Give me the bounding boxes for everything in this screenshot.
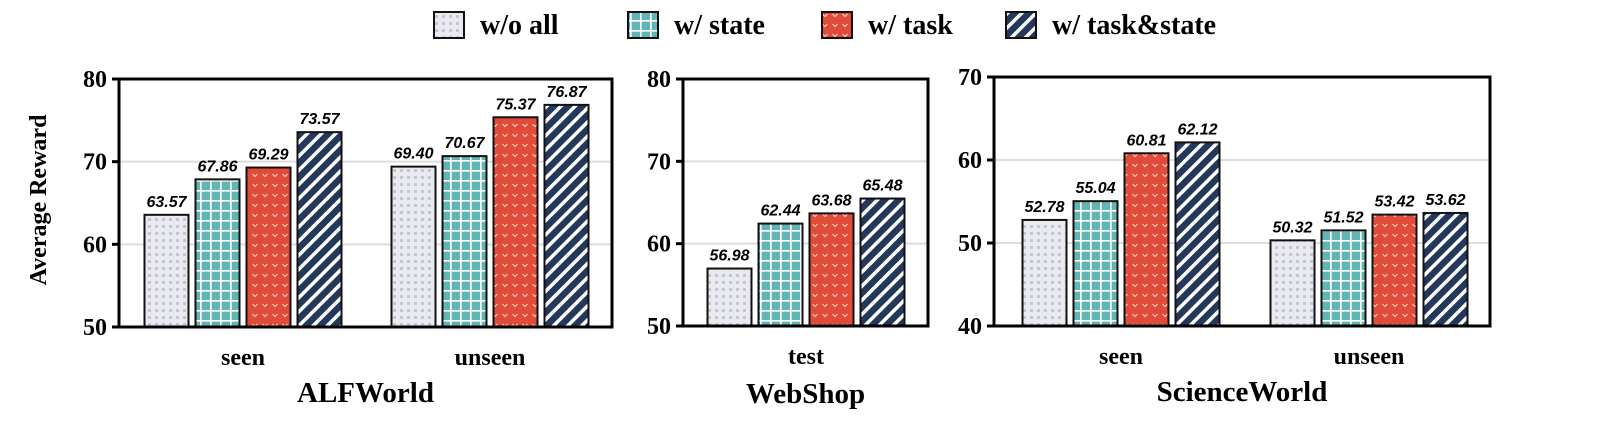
bar-unseen-w-state [1320, 229, 1367, 327]
y-tick-label: 70 [647, 149, 671, 175]
y-axis-label: Average Reward [26, 114, 52, 285]
panel-scienceworld: 40 50 60 70 52.78 55.04 60.81 62.12 seen 50.32 51.… [958, 65, 1492, 408]
data-label-seen-w-task-state: 73.57 [299, 111, 340, 128]
data-label-unseen-w-task: 53.42 [1374, 194, 1414, 211]
plot-frame [681, 77, 930, 328]
x-category-label-test: test [788, 344, 824, 370]
data-label-seen-w-task: 69.29 [248, 147, 288, 164]
bar-unseen-w-o-all [1269, 239, 1316, 327]
data-label-unseen-w-task-state: 53.62 [1425, 192, 1465, 209]
y-tick-label: 50 [647, 314, 671, 340]
bar-unseen-w-task-state [543, 103, 590, 328]
data-label-seen-w-task: 60.81 [1126, 132, 1166, 149]
plot-frame [992, 75, 1492, 328]
y-tick-label: 80 [83, 67, 107, 93]
panel-title: ALFWorld [297, 377, 434, 409]
bar-test-w-task-state [859, 197, 906, 328]
panel-alfworld: 50 60 70 80 63.57 67.86 69.29 73.57 seen 69.40 70.… [83, 67, 614, 409]
data-label-test-w-task-state: 65.48 [862, 178, 902, 195]
y-tick-label: 50 [83, 315, 107, 341]
data-label-unseen-w-task: 75.37 [495, 96, 536, 113]
chart-panels: 50 60 70 80 63.57 67.86 69.29 73.57 seen 69.40 70.… [83, 65, 1492, 410]
x-category-label-unseen: unseen [455, 345, 526, 371]
data-label-seen-w-state: 67.86 [197, 158, 237, 175]
legend-swatch-w-task [821, 11, 853, 39]
data-label-unseen-w-state: 51.52 [1323, 209, 1363, 226]
legend-label-w-task-state: w/ task&state [1052, 10, 1216, 41]
data-label-unseen-w-o-all: 69.40 [393, 146, 433, 163]
y-tick-label: 60 [958, 148, 982, 174]
y-tick-label: 40 [958, 314, 982, 340]
bar-seen-w-state [194, 178, 241, 328]
legend-swatch-w-state [627, 11, 659, 39]
y-tick-label: 60 [647, 232, 671, 258]
bar-unseen-w-task-state [1422, 211, 1469, 327]
bar-unseen-w-state [441, 155, 488, 328]
panel-title: WebShop [746, 378, 865, 410]
data-label-test-w-task: 63.68 [811, 192, 851, 209]
data-label-test-w-o-all: 56.98 [709, 248, 749, 265]
panel-title: ScienceWorld [1157, 376, 1328, 408]
x-category-label-seen: seen [221, 345, 265, 371]
y-tick-label: 70 [83, 150, 107, 176]
y-tick-label: 50 [958, 231, 982, 257]
legend: w/o all w/ state w/ task w/ task&state [433, 10, 1216, 41]
bar-test-w-task [808, 212, 855, 327]
data-label-unseen-w-o-all: 50.32 [1272, 219, 1312, 236]
data-label-seen-w-o-all: 63.57 [146, 194, 187, 211]
y-tick-label: 80 [647, 67, 671, 93]
bar-test-w-state [757, 222, 804, 327]
bar-seen-w-task [245, 166, 292, 328]
legend-label-w-state: w/ state [674, 10, 765, 41]
x-category-label-unseen: unseen [1334, 344, 1405, 370]
data-label-test-w-state: 62.44 [760, 203, 800, 220]
data-label-unseen-w-state: 70.67 [444, 135, 485, 152]
y-tick-label: 60 [83, 232, 107, 258]
x-category-label-seen: seen [1099, 344, 1143, 370]
bar-seen-w-task [1123, 152, 1170, 327]
legend-swatch-w-task-state [1005, 11, 1037, 39]
bar-seen-w-task-state [296, 131, 343, 328]
data-label-seen-w-o-all: 52.78 [1024, 199, 1064, 216]
bar-seen-w-o-all [1021, 218, 1068, 327]
bar-seen-w-o-all [143, 213, 190, 328]
legend-label-w-o-all: w/o all [480, 10, 559, 41]
bar-unseen-w-task [1371, 213, 1418, 327]
legend-label-w-task: w/ task [868, 10, 953, 41]
y-tick-label: 70 [958, 65, 982, 91]
legend-swatch-w-o-all [433, 11, 465, 39]
data-label-seen-w-state: 55.04 [1075, 180, 1115, 197]
bar-unseen-w-o-all [390, 165, 437, 328]
bar-seen-w-state [1072, 200, 1119, 327]
panel-webshop: 50 60 70 80 56.98 62.44 63.68 65.48 test WebShop [647, 67, 930, 410]
bar-test-w-o-all [706, 267, 753, 328]
data-label-unseen-w-task-state: 76.87 [546, 84, 587, 101]
data-label-seen-w-task-state: 62.12 [1177, 121, 1217, 138]
plot-frame [117, 77, 614, 329]
bar-seen-w-task-state [1174, 141, 1221, 327]
bar-unseen-w-task [492, 116, 539, 328]
